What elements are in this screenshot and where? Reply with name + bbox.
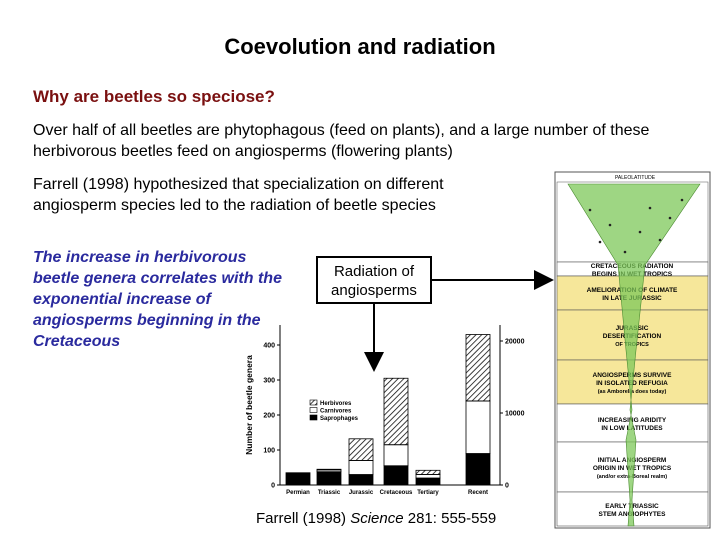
bar-triassic-herbivores (316, 468, 342, 471)
emphasis-text: The increase in herbivorous beetle gener… (33, 249, 282, 350)
legend-swatch (309, 414, 318, 421)
chart-bars: Permian Triassic Jurassic Cretaceous Tertiar… (285, 334, 491, 496)
right-tick-label: 20000 (505, 339, 525, 346)
y-tick-label: 100 (263, 448, 275, 455)
bar-cretaceous-saprophages (383, 465, 409, 486)
bar-permian-saprophages (285, 472, 311, 486)
legend-label: Herbivores (320, 401, 352, 407)
right-tick-label: 0 (505, 483, 509, 490)
bar-tertiary-carnivores (415, 474, 441, 479)
question-heading: Why are beetles so speciose? (33, 87, 275, 106)
map-points (588, 198, 684, 254)
legend-label: Saprophages (320, 416, 359, 422)
y-tick-label: 300 (263, 378, 275, 385)
beetle-genera-chart: 0 100 200 300 400 0 10000 20000 Number of beetle… (244, 325, 525, 496)
radiation-callout-box: Radiation of angiosperms (316, 256, 432, 304)
x-tick-label: Recent (468, 490, 488, 496)
bar-cretaceous-herbivores (383, 377, 409, 446)
citation-journal: Science (350, 510, 404, 527)
bar-cretaceous-carnivores (383, 444, 409, 467)
bar-recent-herbivores (465, 334, 491, 402)
legend-swatch (309, 399, 318, 406)
y-axis-label: Number of beetle genera (244, 355, 254, 455)
citation-author: Farrell (1998) (256, 510, 351, 527)
bar-triassic-saprophages (316, 471, 342, 486)
angiosperm-radiation-figure: PALEOLATITUDE CRETACEOUS RADIATIONBEGINS… (554, 171, 711, 529)
x-tick-label: Triassic (318, 490, 341, 496)
bar-recent-saprophages (465, 453, 491, 486)
paragraph-phytophagous: Over half of all beetles are phytophagou… (33, 122, 650, 160)
right-tick-label: 10000 (505, 411, 525, 418)
bar-recent-carnivores (465, 400, 491, 454)
angiosperm-lineage-shape (567, 183, 701, 527)
paragraph-hypothesis: Farrell (1998) hypothesized that special… (33, 176, 444, 214)
x-tick-label: Cretaceous (380, 490, 413, 496)
bar-jurassic-saprophages (348, 474, 374, 486)
x-tick-label: Permian (286, 490, 310, 496)
bar-jurassic-carnivores (348, 460, 374, 475)
bar-jurassic-herbivores (348, 438, 374, 461)
page-title: Coevolution and radiation (224, 34, 496, 59)
citation-details: 281: 555-559 (403, 510, 497, 527)
x-tick-label: Tertiary (417, 490, 439, 496)
x-tick-label: Jurassic (349, 490, 374, 496)
y-tick-label: 0 (271, 483, 275, 490)
y-tick-label: 400 (263, 343, 275, 350)
bar-tertiary-saprophages (415, 477, 441, 486)
legend-swatch (309, 407, 318, 413)
legend-label: Carnivores (320, 409, 352, 415)
y-tick-label: 200 (263, 413, 275, 420)
bar-tertiary-herbivores (415, 469, 441, 475)
paleolatitude-label: PALEOLATITUDE (615, 175, 656, 181)
citation: Farrell (1998) Science 281: 555-559 (256, 510, 496, 527)
